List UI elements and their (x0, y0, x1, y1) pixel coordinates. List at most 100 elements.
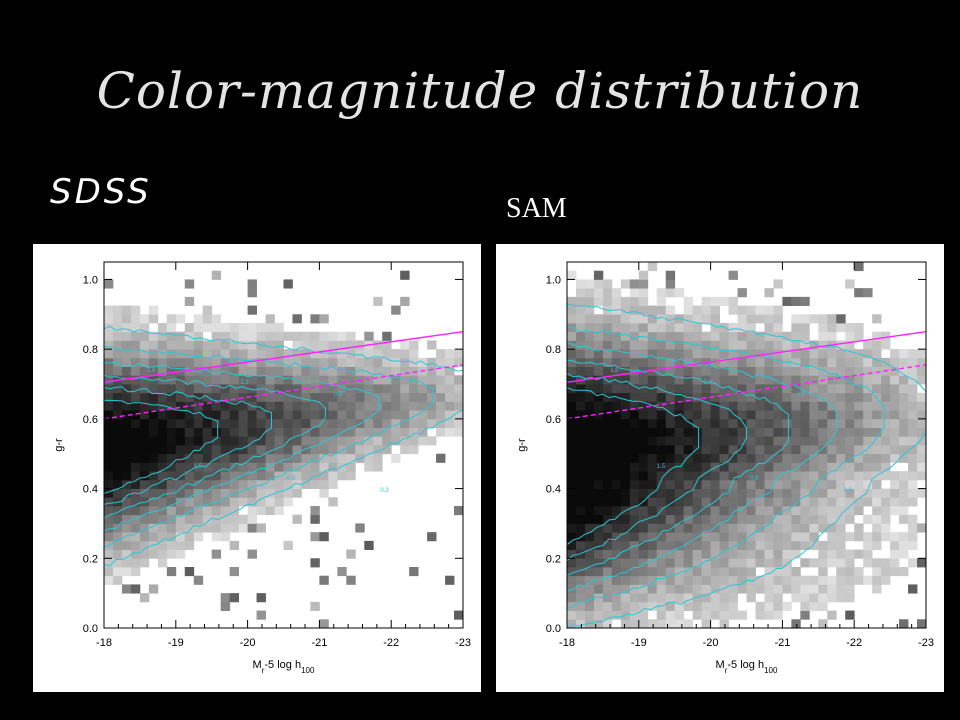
sam-heatmap-cell (710, 401, 720, 411)
sam-heatmap-cell (638, 279, 649, 289)
sam-heatmap-cell (827, 540, 837, 550)
sam-heatmap-cell (917, 488, 927, 498)
sam-heatmap-cell (611, 323, 622, 333)
sam-heatmap-cell (656, 593, 667, 603)
sam-heatmap-cell (638, 349, 649, 359)
sdss-heatmap-cell (148, 471, 159, 481)
sdss-heatmap-cell (229, 410, 240, 420)
sdss-heatmap-cell (364, 418, 374, 428)
sam-heatmap-cell (890, 427, 900, 437)
sdss-heatmap-cell (229, 340, 240, 350)
sam-heatmap-cell (656, 567, 667, 577)
sam-heatmap-cell (827, 384, 837, 394)
sdss-heatmap-cell (391, 375, 401, 385)
sam-heatmap-cell (764, 610, 774, 620)
sdss-heatmap-cell (121, 453, 132, 463)
sdss-heatmap-cell (247, 471, 257, 481)
sam-heatmap-cell (908, 427, 918, 437)
sam-heatmap-cell (863, 479, 873, 489)
sam-heatmap-cell (647, 453, 658, 463)
sam-heatmap-cell (773, 593, 783, 603)
sdss-heatmap-cell (301, 436, 311, 446)
sdss-heatmap-cell (319, 488, 329, 498)
sam-heatmap-cell (710, 349, 720, 359)
sdss-heatmap-cell (274, 349, 284, 359)
sdss-heatmap-cell (256, 392, 266, 402)
sam-heatmap-cell (917, 410, 927, 420)
sam-heatmap-cell (575, 366, 586, 376)
sdss-heatmap-cell (310, 392, 320, 402)
sam-heatmap-cell (881, 497, 891, 507)
sam-heatmap-cell (845, 567, 855, 577)
sam-heatmap-cell (827, 375, 837, 385)
sam-heatmap-cell (575, 540, 586, 550)
sam-heatmap-cell (593, 567, 604, 577)
sam-heatmap-cell (629, 296, 640, 306)
sam-heatmap-cell (791, 349, 801, 359)
sdss-heatmap-cell (104, 506, 114, 516)
sam-heatmap-cell (854, 567, 864, 577)
sam-heatmap-cell (567, 497, 577, 507)
sam-heatmap-cell (863, 497, 873, 507)
sdss-heatmap-cell (319, 427, 329, 437)
sam-heatmap-cell (629, 619, 640, 629)
sam-heatmap-cell (764, 497, 774, 507)
sam-heatmap-cell (782, 471, 792, 481)
sdss-heatmap-cell (104, 532, 114, 542)
sam-heatmap-cell (845, 610, 855, 620)
sam-heatmap-cell (602, 401, 613, 411)
sdss-heatmap-cell (238, 418, 248, 428)
sam-heatmap-cell (764, 540, 774, 550)
sam-heatmap-cell (665, 401, 676, 411)
sdss-heatmap-cell (238, 445, 248, 455)
sam-heatmap-cell (647, 497, 658, 507)
sam-heatmap-cell (602, 340, 613, 350)
sdss-heatmap-cell (283, 497, 293, 507)
sam-heatmap-cell (584, 384, 595, 394)
sdss-heatmap-cell (112, 575, 123, 585)
sdss-heatmap-cell (202, 523, 213, 533)
sam-heatmap-cell (620, 453, 631, 463)
sam-heatmap-cell (710, 523, 720, 533)
sdss-heatmap-cell (193, 392, 204, 402)
sdss-heatmap-cell (112, 384, 123, 394)
sam-heatmap-cell (917, 375, 927, 385)
sdss-heatmap-cell (112, 445, 123, 455)
sam-heatmap-cell (683, 384, 694, 394)
sdss-heatmap-cell (265, 418, 275, 428)
sdss-heatmap-cell (130, 462, 141, 472)
sam-heatmap-cell (602, 323, 613, 333)
sam-heatmap-cell (683, 584, 694, 594)
sdss-heatmap-cell (184, 366, 195, 376)
sam-heatmap-cell (629, 418, 640, 428)
sam-heatmap-cell (782, 567, 792, 577)
sdss-heatmap-cell (427, 366, 437, 376)
sam-heatmap-cell (584, 601, 595, 611)
sam-heatmap-cell (620, 601, 631, 611)
sdss-contour-label: 0.6 (334, 392, 343, 398)
sam-heatmap-cell (863, 418, 873, 428)
sam-heatmap-cell (710, 445, 720, 455)
sam-heatmap-cell (854, 288, 864, 298)
sam-heatmap-cell (584, 305, 595, 315)
sdss-heatmap-cell (202, 453, 213, 463)
sdss-heatmap-cell (364, 436, 374, 446)
sdss-heatmap-cell (139, 540, 150, 550)
sdss-heatmap-cell (130, 567, 141, 577)
sam-heatmap-cell (593, 462, 604, 472)
sam-heatmap-cell (674, 479, 685, 489)
sdss-heatmap-cell (104, 471, 114, 481)
sdss-heatmap-cell (319, 331, 329, 341)
sam-heatmap-cell (899, 488, 909, 498)
sam-heatmap-cell (629, 410, 640, 420)
sdss-heatmap-cell (166, 549, 177, 559)
sdss-heatmap-cell (409, 392, 419, 402)
sdss-heatmap-cell (310, 558, 320, 568)
sdss-heatmap-cell (346, 401, 356, 411)
sam-heatmap-cell (638, 610, 649, 620)
sdss-heatmap-cell (355, 436, 365, 446)
sam-heatmap-cell (863, 366, 873, 376)
sam-heatmap-cell (827, 331, 837, 341)
sam-heatmap-cell (827, 392, 837, 402)
sam-heatmap-cell (719, 584, 729, 594)
